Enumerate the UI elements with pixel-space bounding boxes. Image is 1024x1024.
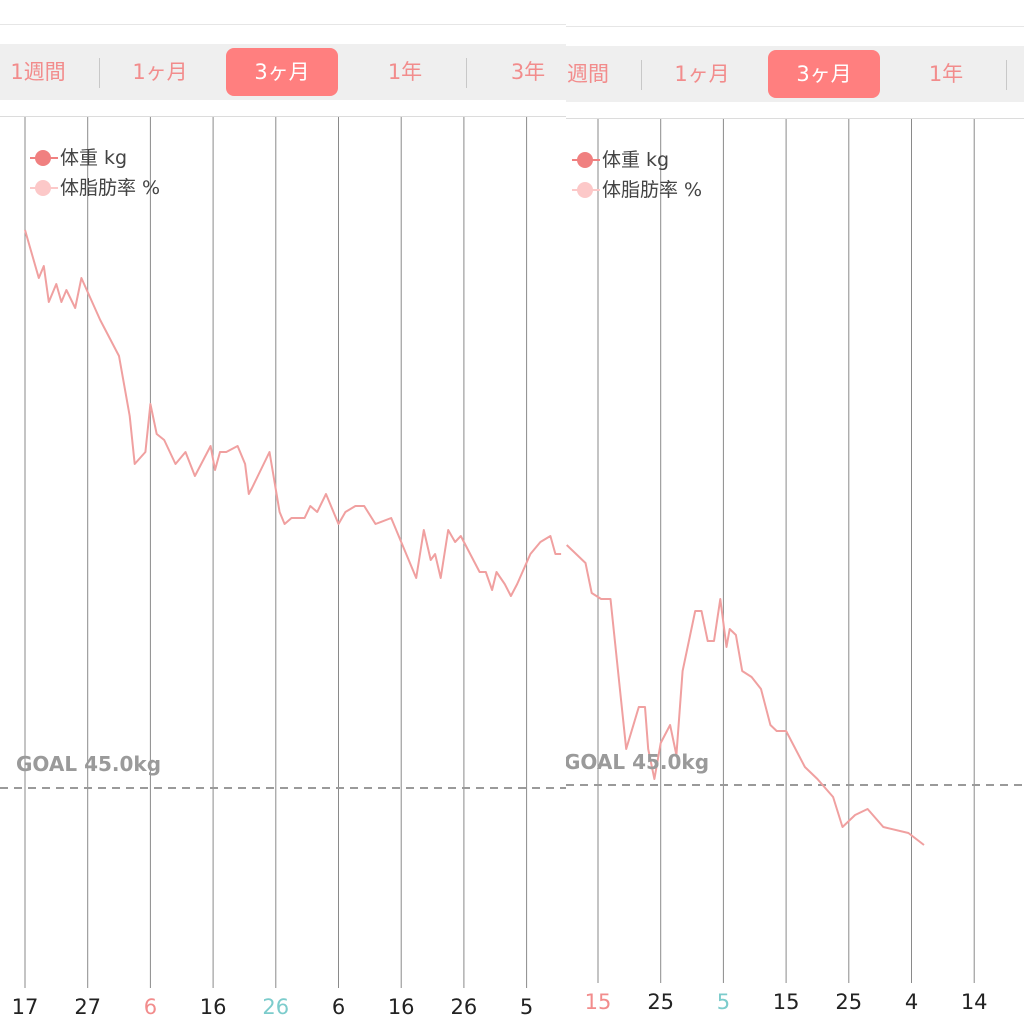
legend-item-weight[interactable]: 体重 kg (572, 145, 702, 175)
chart-top-border (0, 116, 566, 117)
x-tick-label: 26 (262, 995, 290, 1019)
weight-series-line (566, 544, 925, 846)
goal-label: GOAL 45.0kg (566, 750, 710, 774)
right-screenshot: 週間 1ヶ月 3ヶ月 1年 体重 kg 体脂肪率 % GOAL 45.0kg 1… (566, 0, 1024, 1024)
legend-label: 体脂肪率 % (60, 177, 161, 199)
top-bar (0, 0, 566, 25)
x-tick-label: 5 (519, 995, 534, 1019)
legend-dot-icon (35, 180, 51, 196)
tab-1week[interactable]: 1週間 (10, 60, 66, 84)
weight-chart (566, 119, 1024, 983)
tab-divider (466, 58, 467, 88)
x-tick-label: 17 (11, 995, 39, 1019)
tab-divider (1006, 60, 1007, 90)
legend-label: 体脂肪率 % (602, 179, 703, 201)
legend-dot-icon (577, 152, 593, 168)
weight-series-line (24, 229, 562, 597)
x-tick-label: 25 (647, 990, 675, 1014)
chart-legend: 体重 kg 体脂肪率 % (30, 143, 160, 203)
tab-divider (99, 58, 100, 88)
legend-dot-icon (577, 182, 593, 198)
legend-item-bodyfat[interactable]: 体脂肪率 % (572, 175, 702, 205)
x-tick-label: 4 (904, 990, 919, 1014)
tab-1month[interactable]: 1ヶ月 (132, 60, 188, 84)
legend-label: 体重 kg (602, 149, 670, 171)
x-tick-label: 16 (387, 995, 415, 1019)
legend-label: 体重 kg (60, 147, 128, 169)
tab-1year[interactable]: 1年 (387, 60, 423, 84)
tab-1year[interactable]: 1年 (928, 62, 964, 86)
top-bar (566, 0, 1024, 27)
period-selector: 1週間 1ヶ月 3ヶ月 1年 3年 (0, 44, 566, 100)
tab-1month[interactable]: 1ヶ月 (674, 62, 730, 86)
legend-dot-icon (35, 150, 51, 166)
legend-item-bodyfat[interactable]: 体脂肪率 % (30, 173, 160, 203)
x-tick-label: 5 (716, 990, 731, 1014)
x-tick-label: 25 (835, 990, 863, 1014)
tab-1week[interactable]: 週間 (567, 62, 609, 86)
left-screenshot: 1週間 1ヶ月 3ヶ月 1年 3年 体重 kg 体脂肪率 % GOAL 45.0… (0, 0, 566, 1019)
x-tick-label: 6 (143, 995, 158, 1019)
legend-item-weight[interactable]: 体重 kg (30, 143, 160, 173)
x-tick-label: 15 (772, 990, 800, 1014)
period-selector: 週間 1ヶ月 3ヶ月 1年 (566, 46, 1024, 102)
x-tick-label: 26 (450, 995, 478, 1019)
chart-legend: 体重 kg 体脂肪率 % (572, 145, 702, 205)
chart-top-border (566, 118, 1024, 119)
x-tick-label: 27 (74, 995, 102, 1019)
tab-3years[interactable]: 3年 (510, 60, 546, 84)
x-tick-label: 6 (331, 995, 346, 1019)
x-tick-label: 14 (960, 990, 988, 1014)
tab-3months[interactable]: 3ヶ月 (768, 50, 880, 98)
tab-divider (641, 60, 642, 90)
tab-3months[interactable]: 3ヶ月 (226, 48, 338, 96)
weight-chart (0, 117, 566, 988)
goal-label: GOAL 45.0kg (16, 752, 162, 776)
x-tick-label: 16 (199, 995, 227, 1019)
x-tick-label: 15 (584, 990, 612, 1014)
